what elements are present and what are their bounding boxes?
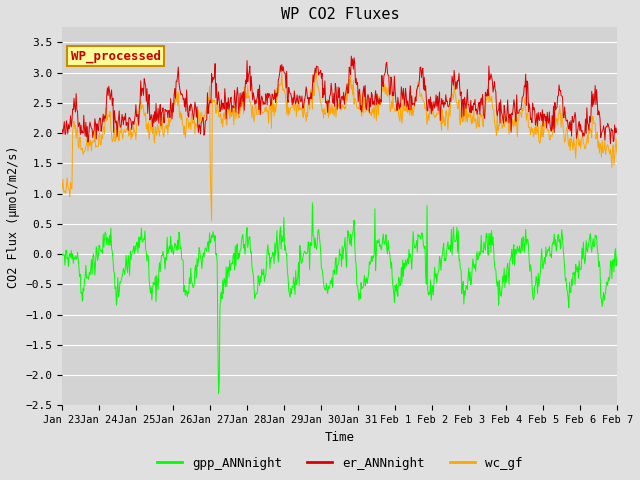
Text: WP_processed: WP_processed xyxy=(70,49,161,63)
Title: WP CO2 Fluxes: WP CO2 Fluxes xyxy=(280,7,399,22)
X-axis label: Time: Time xyxy=(325,431,355,444)
Y-axis label: CO2 Flux (μmol/m2/s): CO2 Flux (μmol/m2/s) xyxy=(7,145,20,288)
Legend: gpp_ANNnight, er_ANNnight, wc_gf: gpp_ANNnight, er_ANNnight, wc_gf xyxy=(152,452,527,475)
